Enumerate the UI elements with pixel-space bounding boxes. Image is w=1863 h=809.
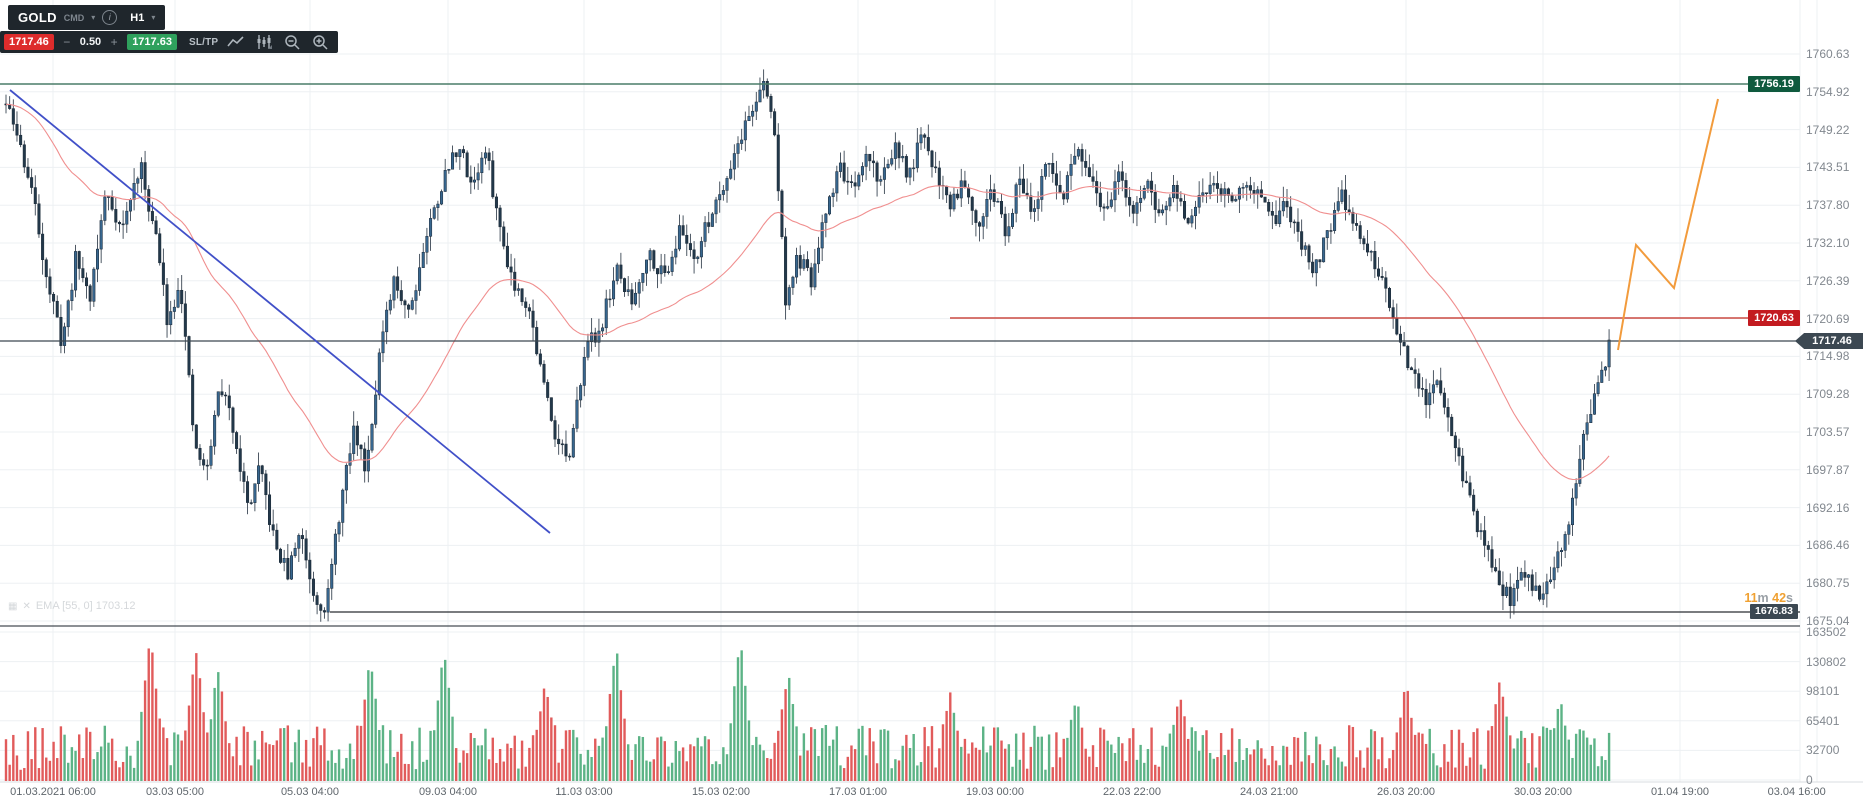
- zoom-in-icon[interactable]: [310, 33, 330, 51]
- time-tick-label: 09.03 04:00: [418, 786, 478, 798]
- volume-tick-label: 130802: [1806, 654, 1847, 669]
- support-level-tag[interactable]: 1676.83: [1750, 604, 1798, 619]
- volume-tick-label: 98101: [1806, 684, 1840, 699]
- volume-tick-label: 0: [1806, 773, 1813, 787]
- time-tick-label: 01.04 19:00: [1650, 786, 1710, 798]
- ema-indicator-legend: ▦ ✕ EMA [55, 0] 1703.12: [8, 600, 136, 612]
- sell-price-button[interactable]: 1717.46: [4, 34, 54, 50]
- indicator-settings-icon[interactable]: ▦: [8, 600, 18, 612]
- time-tick-label: 15.03 02:00: [691, 786, 751, 798]
- timeframe-selector[interactable]: H1: [130, 11, 145, 24]
- time-tick-label: 17.03 01:00: [828, 786, 888, 798]
- price-tick-label: 1709.28: [1806, 387, 1850, 402]
- instrument-info-icon[interactable]: i: [102, 10, 118, 25]
- price-tick-label: 1726.39: [1806, 273, 1850, 288]
- price-tick-label: 1754.92: [1806, 84, 1850, 99]
- price-tick-label: 1749.22: [1806, 122, 1850, 137]
- market-type-label[interactable]: CMD: [63, 12, 85, 23]
- price-tick-label: 1697.87: [1806, 462, 1850, 477]
- time-tick-label: 01.03.2021 06:00: [10, 786, 96, 798]
- buy-price-button[interactable]: 1717.63: [127, 34, 177, 50]
- price-tick-label: 1680.75: [1806, 576, 1850, 591]
- order-toolbar: 1717.46 − 0.50 + 1717.63 SL/TP: [0, 31, 339, 53]
- line-chart-mode-icon[interactable]: [226, 33, 246, 51]
- resistance-level-tag[interactable]: 1756.19: [1748, 76, 1800, 92]
- price-tick-label: 1675.04: [1806, 614, 1850, 628]
- volume-decrease-button[interactable]: −: [63, 35, 71, 49]
- symbol-name: GOLD: [18, 10, 57, 25]
- current-price-tag: 1717.46: [1795, 333, 1863, 349]
- volume-increase-button[interactable]: +: [110, 35, 118, 49]
- sltp-button[interactable]: SL/TP: [188, 36, 219, 48]
- candle-countdown: 11m 42s: [1744, 591, 1793, 605]
- price-tick-label: 1692.16: [1806, 500, 1850, 515]
- time-tick-label: 24.03 21:00: [1239, 786, 1299, 798]
- volume-tick-label: 163502: [1806, 625, 1847, 639]
- countdown-seconds: 42: [1772, 591, 1787, 605]
- time-tick-label: 03.03 05:00: [145, 786, 205, 798]
- price-tick-label: 1686.46: [1806, 538, 1850, 553]
- price-tick-label: 1703.57: [1806, 425, 1850, 439]
- price-tick-label: 1743.51: [1806, 160, 1850, 175]
- price-tick-label: 1714.98: [1806, 349, 1850, 364]
- order-volume-value[interactable]: 0.50: [79, 36, 102, 48]
- countdown-minutes-unit: m: [1757, 591, 1773, 605]
- time-tick-label: 30.03 20:00: [1513, 786, 1573, 798]
- time-tick-label: 26.03 20:00: [1376, 786, 1436, 798]
- zoom-out-icon[interactable]: [282, 33, 302, 51]
- time-tick-label: 22.03 22:00: [1102, 786, 1162, 798]
- countdown-minutes: 11: [1744, 591, 1758, 605]
- symbol-toolbar: GOLD CMD ▾ i H1 ▾: [8, 5, 166, 30]
- price-tick-label: 1720.69: [1806, 311, 1850, 326]
- price-tick-label: 1732.10: [1806, 236, 1850, 250]
- volume-tick-label: 32700: [1806, 743, 1840, 758]
- order-level-tag[interactable]: 1720.63: [1748, 310, 1800, 326]
- timeframe-dropdown-caret-icon[interactable]: ▾: [151, 13, 156, 22]
- volume-tick-label: 65401: [1806, 713, 1840, 728]
- countdown-seconds-unit: s: [1786, 591, 1793, 605]
- time-tick-label: 03.04 16:00: [1767, 786, 1826, 798]
- indicator-remove-icon[interactable]: ✕: [22, 600, 31, 612]
- ema-indicator-label: EMA [55, 0] 1703.12: [35, 600, 136, 612]
- symbol-dropdown-caret-icon[interactable]: ▾: [91, 13, 96, 22]
- price-tick-label: 1760.63: [1806, 47, 1850, 61]
- price-tick-label: 1737.80: [1806, 198, 1850, 213]
- time-tick-label: 19.03 00:00: [965, 786, 1025, 798]
- time-tick-label: 05.03 04:00: [280, 786, 340, 798]
- time-tick-label: 11.03 03:00: [555, 786, 613, 798]
- candlestick-mode-icon[interactable]: [254, 33, 274, 51]
